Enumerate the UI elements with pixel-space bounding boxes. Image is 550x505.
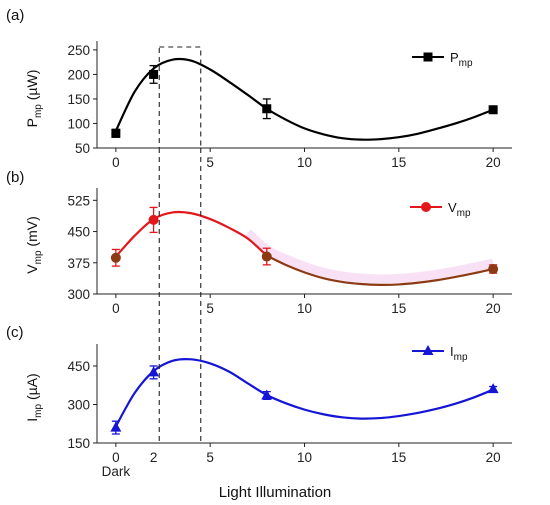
y-tick-label: 375 <box>67 256 90 271</box>
fit-curve <box>114 57 494 141</box>
y-axis-label-text: Vmp (mV) <box>24 216 44 273</box>
y-tick-label: 150 <box>67 436 90 451</box>
data-point <box>262 104 272 114</box>
x-tick-label-two: 2 <box>150 450 158 465</box>
x-tick-label: 10 <box>297 450 312 465</box>
x-tick-label: 20 <box>486 155 501 170</box>
x-tick-label: 0 <box>112 450 120 465</box>
y-tick-label: 450 <box>67 359 90 374</box>
legend: Vmp <box>410 200 471 219</box>
chart-panel-2: (b) 300 375 450 525 0 5 10 15 20 Vmp (mV) Vmp <box>6 169 512 316</box>
x-axis-label: Light Illumination <box>219 484 332 501</box>
data-point <box>261 251 272 262</box>
data-point <box>111 128 121 138</box>
data-point <box>148 214 159 225</box>
data-point <box>488 105 498 115</box>
panel-label: (c) <box>6 324 24 341</box>
y-tick-label: 200 <box>67 67 90 82</box>
y-axis-label: Pmp (µW) <box>24 70 44 128</box>
y-tick-label: 450 <box>67 225 90 240</box>
legend-marker <box>421 202 431 212</box>
x-tick-label: 0 <box>112 301 120 316</box>
x-tick-label: 5 <box>206 155 214 170</box>
y-axis-label: Imp (µA) <box>24 373 44 421</box>
series-shading <box>244 229 495 284</box>
x-tick-label: 15 <box>391 450 406 465</box>
data-point <box>261 389 273 400</box>
highlight-box <box>158 46 202 149</box>
fit-curve <box>114 357 494 427</box>
legend-label: Vmp <box>448 200 471 219</box>
x-tick-label: 20 <box>486 450 501 465</box>
chart-panel-1: (a) 50 100 150 200 250 0 5 10 15 20 Pmp (µW) Pmp <box>6 7 512 170</box>
y-tick-label: 100 <box>67 116 90 131</box>
legend-label: Pmp <box>450 50 473 69</box>
data-point <box>110 252 121 263</box>
x-tick-label: 5 <box>206 301 214 316</box>
x-tick-label: 15 <box>391 301 406 316</box>
series-1 <box>110 206 499 286</box>
legend: Imp <box>412 344 468 363</box>
y-axis-label-text: Imp (µA) <box>24 373 44 421</box>
x-tick-label: 0 <box>112 155 120 170</box>
fit-curve <box>115 210 268 258</box>
data-point <box>110 421 122 432</box>
y-tick-label: 50 <box>75 141 90 156</box>
x-tick-label: 10 <box>297 155 312 170</box>
y-tick-label: 300 <box>67 287 90 302</box>
y-axis-label: Vmp (mV) <box>24 216 44 273</box>
x-tick-label: 10 <box>297 301 312 316</box>
legend-marker <box>423 52 433 62</box>
x-tick-label-dark: Dark <box>102 464 131 479</box>
series-1 <box>110 357 499 435</box>
chart-panel-3: (c) 150 300 450 0 5 10 15 20 Imp (µA) Imp <box>6 324 512 465</box>
x-tick-label: 20 <box>486 301 501 316</box>
y-axis-label-text: Pmp (µW) <box>24 70 44 128</box>
x-tick-label: 15 <box>391 155 406 170</box>
y-tick-label: 300 <box>67 397 90 412</box>
fit-curve <box>266 254 494 286</box>
y-tick-label: 150 <box>67 92 90 107</box>
legend-label: Imp <box>450 344 468 363</box>
data-point <box>148 366 160 377</box>
data-point <box>488 264 499 275</box>
y-tick-label: 525 <box>67 193 90 208</box>
data-point <box>487 383 499 394</box>
panel-label: (a) <box>6 7 24 24</box>
y-tick-label: 250 <box>67 43 90 58</box>
x-tick-label: 5 <box>206 450 214 465</box>
panel-label: (b) <box>6 169 24 186</box>
data-point <box>149 69 159 79</box>
legend-marker <box>422 345 434 355</box>
series-1 <box>111 57 498 141</box>
legend: Pmp <box>412 50 473 69</box>
